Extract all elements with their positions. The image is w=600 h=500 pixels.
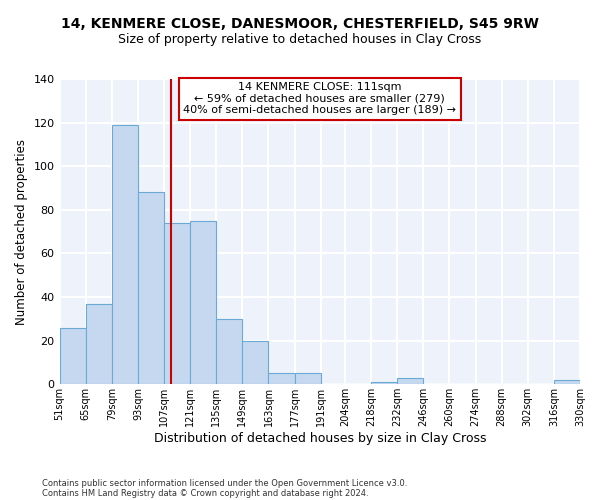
Bar — [216, 319, 242, 384]
X-axis label: Distribution of detached houses by size in Clay Cross: Distribution of detached houses by size … — [154, 432, 486, 445]
Bar — [112, 125, 138, 384]
Bar — [397, 378, 424, 384]
Text: Size of property relative to detached houses in Clay Cross: Size of property relative to detached ho… — [118, 32, 482, 46]
Bar — [295, 374, 321, 384]
Bar — [190, 220, 216, 384]
Bar — [268, 374, 295, 384]
Bar — [554, 380, 580, 384]
Text: 14 KENMERE CLOSE: 111sqm
← 59% of detached houses are smaller (279)
40% of semi-: 14 KENMERE CLOSE: 111sqm ← 59% of detach… — [183, 82, 456, 116]
Bar — [138, 192, 164, 384]
Bar — [371, 382, 397, 384]
Text: Contains HM Land Registry data © Crown copyright and database right 2024.: Contains HM Land Registry data © Crown c… — [42, 488, 368, 498]
Bar — [59, 328, 86, 384]
Bar — [242, 340, 268, 384]
Bar — [164, 223, 190, 384]
Text: Contains public sector information licensed under the Open Government Licence v3: Contains public sector information licen… — [42, 478, 407, 488]
Text: 14, KENMERE CLOSE, DANESMOOR, CHESTERFIELD, S45 9RW: 14, KENMERE CLOSE, DANESMOOR, CHESTERFIE… — [61, 18, 539, 32]
Y-axis label: Number of detached properties: Number of detached properties — [15, 138, 28, 324]
Bar — [86, 304, 112, 384]
